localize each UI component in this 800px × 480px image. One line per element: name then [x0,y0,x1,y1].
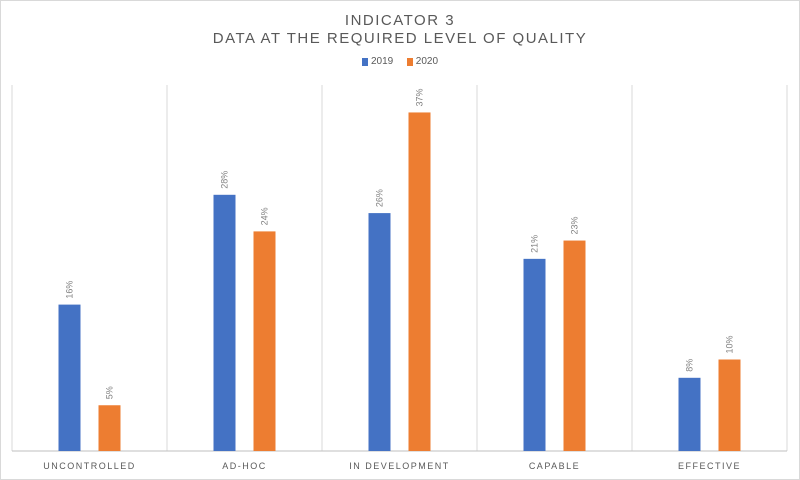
legend-label-2020: 2020 [415,56,439,67]
bar-2019 [213,194,236,452]
bar-2020 [563,240,586,451]
data-label: 16% [65,281,75,299]
category-label: EFFECTIVE [678,461,741,471]
bar-2019 [678,377,701,451]
bar-2020 [253,231,276,451]
bar-2020 [408,112,431,451]
legend-swatch-2019 [361,57,368,66]
chart-subtitle: DATA AT THE REQUIRED LEVEL OF QUALITY [212,30,588,47]
data-label: 37% [415,88,425,106]
data-label: 26% [375,189,385,207]
data-label: 28% [220,171,230,189]
bar-2020 [98,405,121,451]
category-label: UNCONTROLLED [43,461,136,471]
bar-2020 [718,359,741,451]
data-label: 21% [530,235,540,253]
data-label: 8% [685,359,695,372]
data-label: 5% [105,386,115,399]
category-label: AD-HOC [222,461,267,471]
bar-2019 [58,304,81,451]
data-label: 23% [570,217,580,235]
bar-2019 [523,258,546,451]
data-label: 24% [260,207,270,225]
legend: 2019 2020 [0,56,800,67]
legend-swatch-2020 [406,57,413,66]
category-label: CAPABLE [529,461,580,471]
bar-2019 [368,213,391,451]
chart-title: INDICATOR 3 [344,12,456,29]
category-label: IN DEVELOPMENT [349,461,450,471]
data-label: 10% [725,335,735,353]
legend-label-2019: 2019 [370,56,394,67]
